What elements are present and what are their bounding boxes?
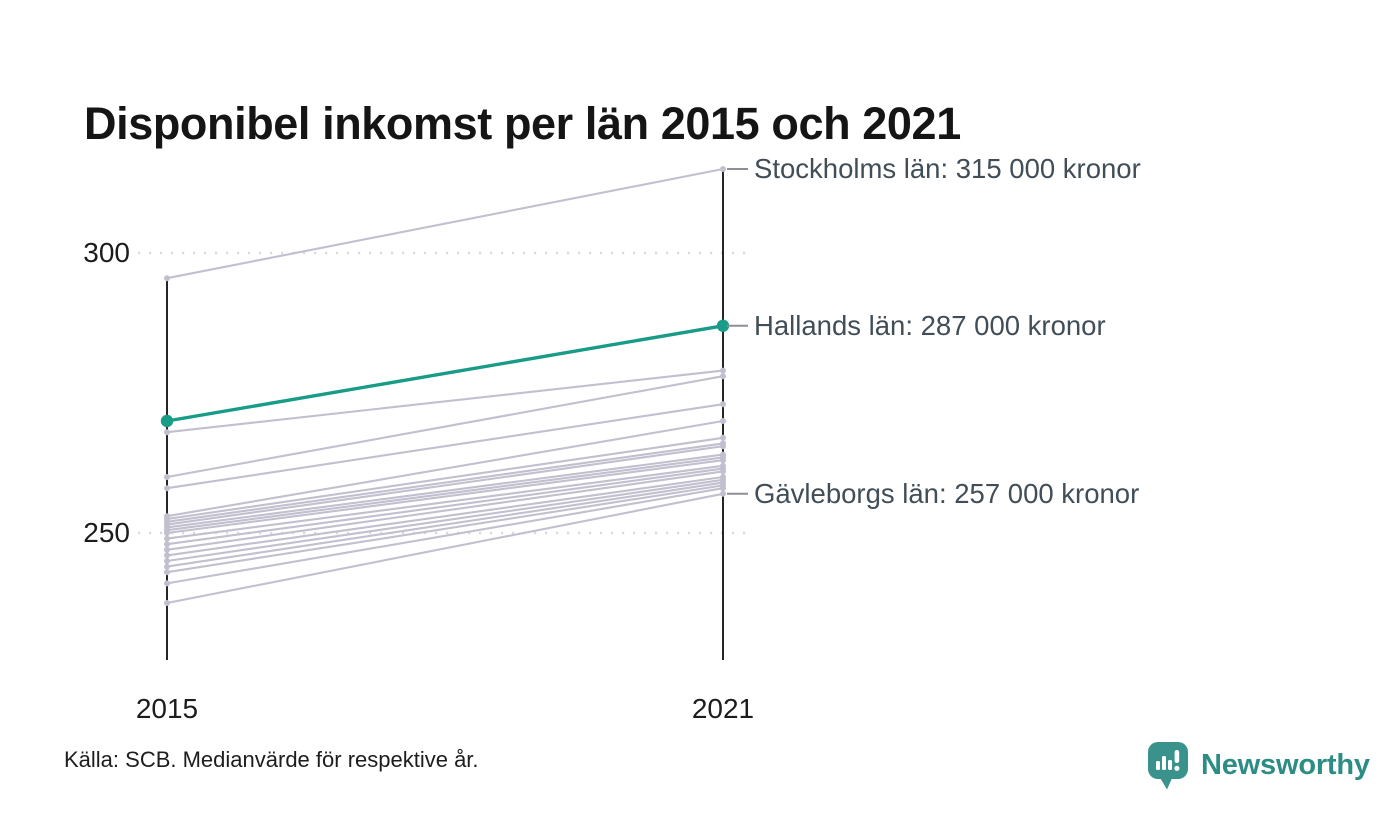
slope-line	[166, 442, 724, 523]
annotation-stockholm: Stockholms län: 315 000 kronor	[754, 153, 1141, 184]
endpoint-dot	[720, 485, 726, 492]
slope-line	[166, 436, 724, 521]
slope-line	[166, 445, 724, 526]
endpoint-dot	[164, 530, 170, 536]
newsworthy-wordmark: Newsworthy	[1201, 748, 1370, 781]
endpoint-dot	[164, 535, 170, 542]
chart-title: Disponibel inkomst per län 2015 och 2021	[84, 98, 961, 150]
highlight-endpoint-dot	[716, 319, 730, 332]
slope-line	[166, 487, 724, 585]
slope-line	[166, 492, 724, 605]
slope-line	[166, 167, 724, 280]
endpoint-dot	[720, 166, 726, 172]
endpoint-dot	[164, 485, 170, 492]
slope-line	[166, 375, 724, 479]
endpoint-dot	[720, 418, 726, 424]
source-note: Källa: SCB. Medianvärde för respektive å…	[64, 747, 479, 772]
x-tick-label-2021: 2021	[691, 693, 755, 724]
endpoint-dot	[164, 546, 170, 553]
slope-line	[166, 481, 724, 568]
endpoint-dot	[164, 552, 170, 559]
endpoint-dot	[164, 558, 170, 564]
endpoint-dot	[720, 443, 726, 450]
endpoint-dot	[720, 457, 726, 464]
annotation-gavleborg: Gävleborgs län: 257 000 kronor	[754, 477, 1140, 509]
endpoint-dot	[164, 474, 170, 480]
annotation-halland: Hallands län: 287 000 kronor	[754, 309, 1106, 341]
y-tick-label-250: 250	[83, 517, 130, 548]
endpoint-dot	[720, 468, 726, 475]
endpoint-dot	[720, 434, 726, 441]
slope-line	[166, 470, 724, 551]
endpoint-dot	[720, 401, 726, 408]
slope-line	[166, 403, 724, 490]
slope-line	[166, 419, 724, 518]
endpoint-dot	[164, 569, 170, 576]
endpoint-dot	[164, 275, 170, 282]
endpoint-dot	[164, 541, 170, 548]
slope-line	[166, 459, 724, 535]
slope-line	[166, 369, 724, 434]
slope-line	[166, 484, 724, 574]
newsworthy-speech-bubble-chart-icon	[1148, 742, 1188, 790]
x-tick-label-2015: 2015	[135, 693, 199, 724]
slope-line	[166, 456, 724, 532]
endpoint-dot	[720, 490, 726, 497]
endpoint-dot	[164, 429, 170, 436]
highlight-endpoint-dot	[160, 414, 174, 428]
endpoint-dot	[720, 373, 726, 380]
slope-line-highlight	[166, 324, 724, 423]
slope-line	[166, 467, 724, 546]
endpoint-dot	[720, 367, 726, 374]
slope-line	[166, 464, 724, 540]
newsworthy-logo: Newsworthy	[1146, 740, 1370, 790]
slope-line	[166, 453, 724, 529]
endpoint-dot	[164, 563, 170, 570]
endpoint-dot	[164, 580, 170, 587]
slope-line	[166, 478, 724, 563]
endpoint-dot	[164, 600, 170, 606]
slope-line	[166, 475, 724, 557]
y-tick-label-300: 300	[83, 237, 130, 268]
